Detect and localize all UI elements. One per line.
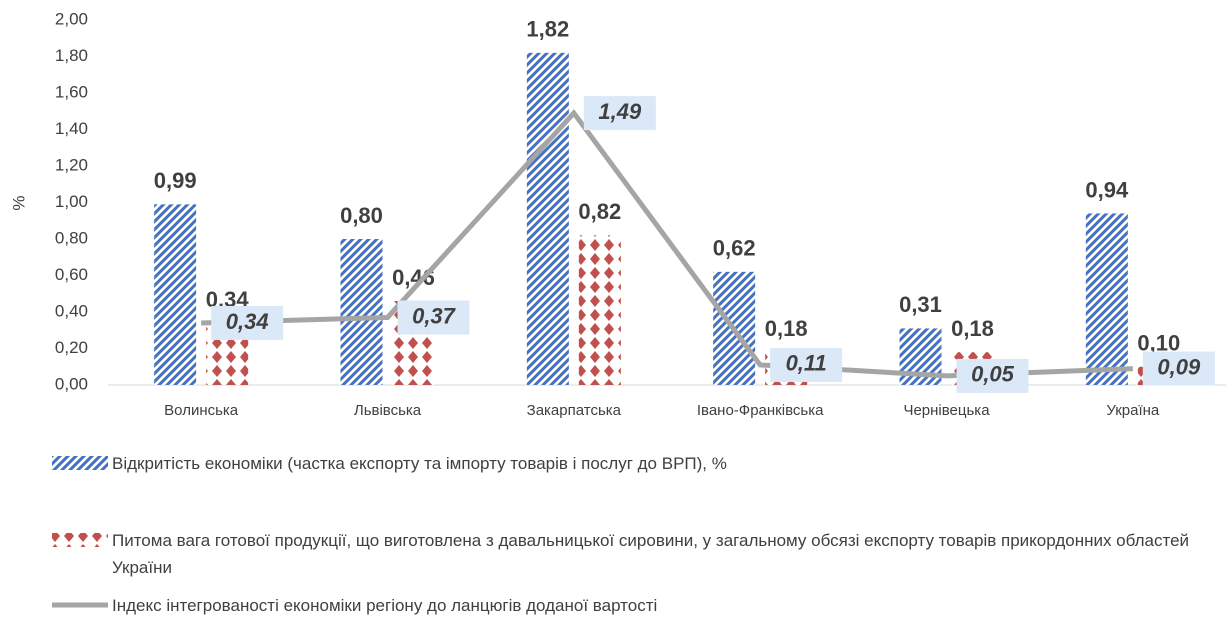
y-tick-label: 1,00 <box>55 192 88 211</box>
data-label: 0,80 <box>340 203 383 228</box>
data-label: 0,11 <box>786 351 827 376</box>
legend-label: Питома вага готової продукції, що вигото… <box>112 531 1190 577</box>
x-tick-label: Волинська <box>164 402 239 419</box>
legend-label: Індекс інтегрованості економіки регіону … <box>112 596 658 615</box>
data-label: 0,37 <box>412 303 457 328</box>
legend-swatch <box>52 456 108 470</box>
data-label: 0,09 <box>1157 354 1201 379</box>
data-label: 0,05 <box>971 362 1015 387</box>
y-tick-label: 0,40 <box>55 301 88 320</box>
legend-label: Відкритість економіки (частка експорту т… <box>112 454 727 473</box>
y-tick-label: 0,20 <box>55 338 88 357</box>
data-label: 0,34 <box>226 309 269 334</box>
data-label-box <box>583 96 656 131</box>
data-label: 1,82 <box>526 17 569 42</box>
data-label-box <box>211 305 284 340</box>
data-label: 0,10 <box>1137 331 1180 356</box>
data-label: 0,94 <box>1085 177 1129 202</box>
legend-item: Питома вага готової продукції, що вигото… <box>48 527 1226 581</box>
bar <box>154 204 197 385</box>
y-tick-label: 1,20 <box>55 155 88 174</box>
data-label-box <box>397 300 470 335</box>
data-label: 0,62 <box>713 236 756 261</box>
data-label: 0,18 <box>765 316 808 341</box>
bar <box>526 52 569 385</box>
x-tick-label: Чернівецька <box>903 402 990 419</box>
legend-item: Індекс інтегрованості економіки регіону … <box>48 592 1226 619</box>
legend-swatch <box>52 602 108 608</box>
data-label-box <box>770 347 843 382</box>
bar <box>578 235 621 385</box>
data-label: 1,49 <box>598 99 642 124</box>
x-tick-label: Україна <box>1106 402 1160 419</box>
chart: % 0,00 0,20 0,40 0,60 0,80 1,00 1,20 1,40 1,60 1,… <box>9 9 1226 419</box>
y-tick-label: 1,80 <box>55 46 88 65</box>
y-tick-label: 0,00 <box>55 374 88 393</box>
data-label: 0,31 <box>899 292 942 317</box>
y-axis-label: % <box>9 195 28 210</box>
x-tick-label: Львівська <box>354 402 422 419</box>
data-label: 0,82 <box>578 199 621 224</box>
data-label-box <box>1142 351 1215 386</box>
data-label-box <box>956 358 1029 393</box>
bar <box>1085 213 1128 385</box>
bar <box>340 239 383 385</box>
legend-swatch <box>52 533 108 547</box>
legend-item: Відкритість економіки (частка експорту т… <box>48 450 1226 477</box>
data-label: 0,18 <box>951 316 994 341</box>
y-tick-label: 0,60 <box>55 265 88 284</box>
y-tick-label: 0,80 <box>55 228 88 247</box>
x-tick-label: Івано-Франківська <box>697 402 824 419</box>
y-tick-label: 1,60 <box>55 82 88 101</box>
y-tick-label: 2,00 <box>55 9 88 28</box>
data-label: 0,99 <box>154 168 197 193</box>
y-tick-label: 1,40 <box>55 119 88 138</box>
x-tick-label: Закарпатська <box>527 402 622 419</box>
